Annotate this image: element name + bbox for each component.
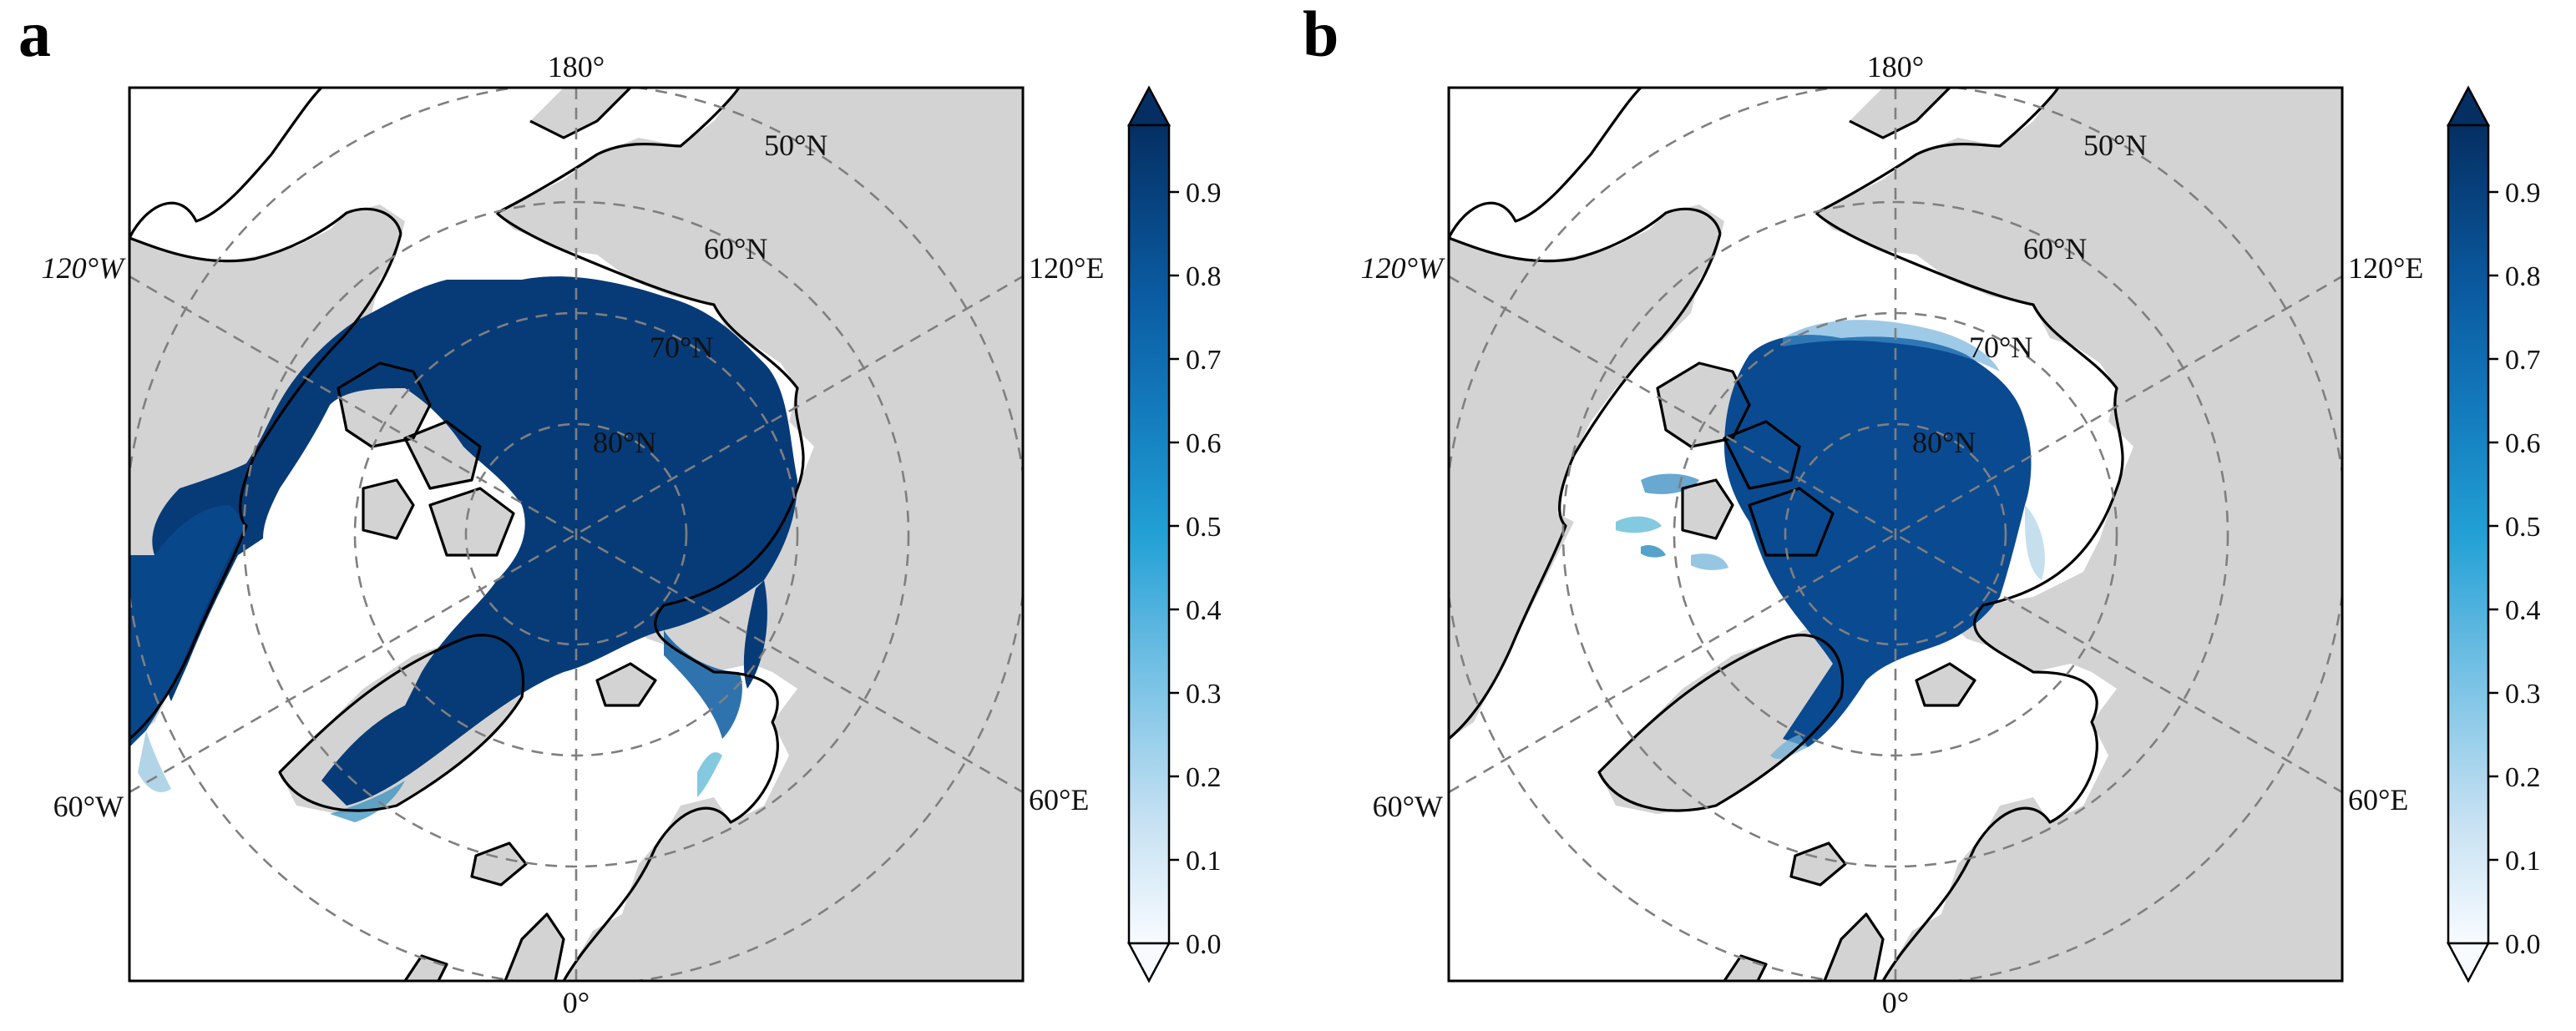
sea-ice-concentration	[129, 276, 797, 822]
colorbar-scale	[2447, 124, 2490, 945]
colorbar-tick-label: 0.6	[1186, 428, 1222, 459]
map-frame-b	[1447, 86, 2344, 983]
colorbar-a: 0.0 0.1 0.2 0.3 0.4 0.5 0.6 0.7 0.8 0.9	[1126, 85, 1222, 983]
label-lon-0: 0°	[1882, 986, 1909, 1019]
colorbar-extend-max	[1126, 85, 1172, 127]
label-lat-60: 60°N	[704, 232, 767, 265]
colorbar-tick-label: 0.5	[1186, 512, 1222, 543]
label-lon-120w: 120°W	[42, 251, 126, 285]
label-lon-120e: 120°E	[2348, 251, 2423, 285]
sea-ice-concentration	[1616, 320, 2045, 760]
label-lon-60w: 60°W	[1373, 790, 1443, 823]
colorbar-tick-label: 0.2	[1186, 762, 1222, 793]
colorbar-extend-min	[1126, 942, 1172, 983]
label-lon-60e: 60°E	[1029, 783, 1089, 816]
colorbar-tick-label: 0.8	[1186, 261, 1222, 292]
label-lon-120e: 120°E	[1029, 251, 1104, 285]
colorbar-tick-label: 0.9	[1186, 178, 1222, 209]
colorbar-tick-label: 0.7	[1186, 345, 1222, 376]
label-lat-70: 70°N	[650, 331, 713, 364]
graticule-labels-b: 180° 0° 120°W 120°E 60°W 60°E 50°N 60°N …	[1361, 50, 2424, 1019]
map-frame-a	[128, 86, 1025, 983]
label-lon-0: 0°	[563, 986, 590, 1019]
colorbar-tick-label: 0.0	[1186, 929, 1222, 960]
colorbar-tick-label: 0.1	[2505, 846, 2541, 877]
label-lat-60: 60°N	[2023, 232, 2087, 265]
colorbar-tick-label: 0.4	[2505, 595, 2541, 626]
colorbar-tick-label: 0.3	[2505, 679, 2541, 710]
colorbar-tick-label: 0.9	[2505, 178, 2541, 209]
label-lat-80: 80°N	[1912, 426, 1976, 459]
label-lat-50: 50°N	[2083, 129, 2147, 162]
colorbar-tick-label: 0.2	[2505, 762, 2541, 793]
panel-letter-b: b	[1303, 0, 1339, 70]
colorbar-extend-max	[2446, 85, 2491, 127]
colorbar-extend-min	[2446, 942, 2491, 983]
graticule-labels-a: 180° 0° 120°W 120°E 60°W 60°E 50°N 60°N …	[42, 50, 1105, 1019]
colorbar-tick-label: 0.8	[2505, 261, 2541, 292]
panel-letter-a: a	[18, 0, 51, 70]
label-lat-70: 70°N	[1969, 331, 2032, 364]
label-lat-80: 80°N	[593, 426, 656, 459]
colorbar-tick-label: 0.0	[2505, 929, 2541, 960]
colorbar-tick-label: 0.6	[2505, 428, 2541, 459]
label-lon-120w: 120°W	[1361, 251, 1445, 285]
colorbar-tick-label: 0.7	[2505, 345, 2541, 376]
colorbar-tick-label: 0.5	[2505, 512, 2541, 543]
label-lat-50: 50°N	[764, 129, 827, 162]
colorbar-tick-label: 0.3	[1186, 679, 1222, 710]
label-lon-180: 180°	[548, 50, 605, 83]
colorbar-b: 0.0 0.1 0.2 0.3 0.4 0.5 0.6 0.7 0.8 0.9	[2446, 85, 2541, 983]
label-lon-60w: 60°W	[53, 790, 124, 823]
label-lon-60e: 60°E	[2348, 783, 2408, 816]
map-panel-a	[129, 88, 1023, 981]
colorbar-tick-label: 0.1	[1186, 846, 1222, 877]
label-lon-180: 180°	[1867, 50, 1924, 83]
colorbar-tick-label: 0.4	[1186, 595, 1222, 626]
colorbar-scale	[1127, 124, 1171, 945]
map-panel-b	[1449, 88, 2342, 981]
